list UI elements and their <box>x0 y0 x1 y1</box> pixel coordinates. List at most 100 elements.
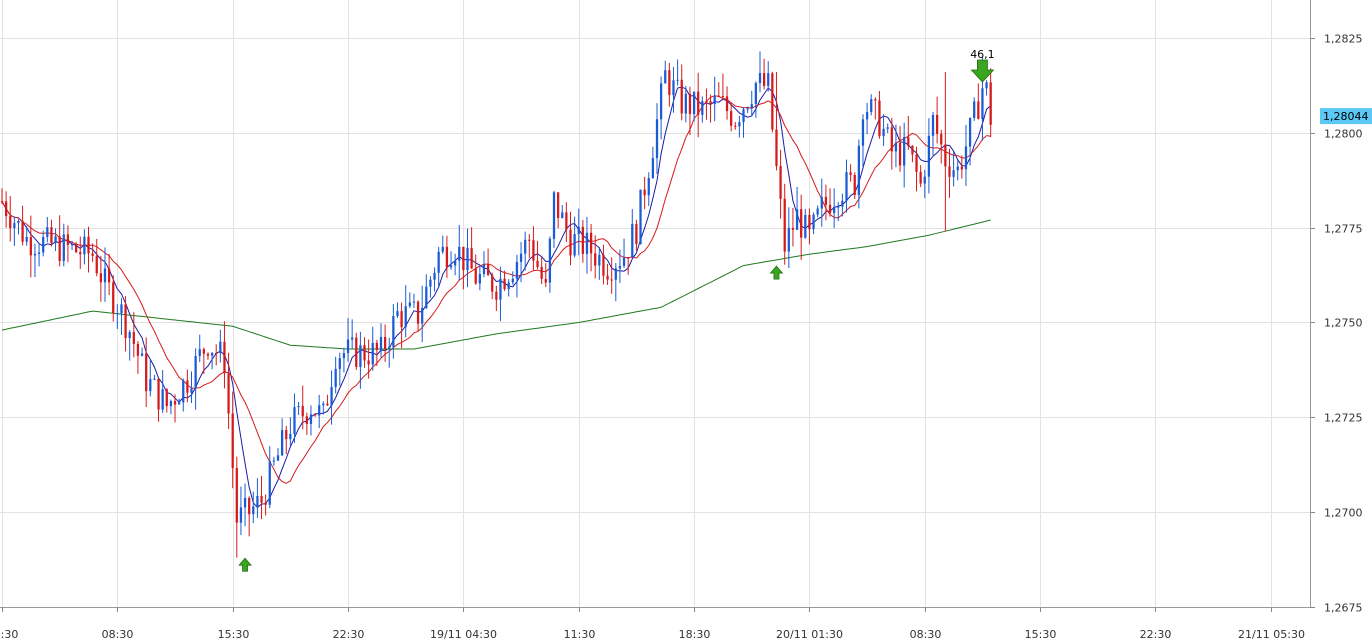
candle-body <box>503 278 506 290</box>
x-tick-label: 19/11 04:30 <box>430 628 497 641</box>
x-tick-label: 15:30 <box>218 628 250 641</box>
candle-body <box>894 142 898 152</box>
arrow-up-shape <box>769 265 784 280</box>
candle-body <box>54 236 57 244</box>
candle-body <box>643 189 646 196</box>
candle-body <box>771 73 774 130</box>
candle-body <box>412 301 416 303</box>
candle-body <box>499 278 502 300</box>
candle-body <box>260 496 263 503</box>
candle-body <box>647 178 650 196</box>
candle-body <box>713 95 716 105</box>
candle-body <box>178 402 181 405</box>
candle-body <box>379 337 383 350</box>
candle-body <box>911 145 914 155</box>
candle-body <box>651 158 655 179</box>
candle-body <box>231 413 234 469</box>
candle-body <box>388 346 391 349</box>
candle-body <box>470 247 473 269</box>
candle-body <box>66 234 70 245</box>
candle-body <box>742 109 745 123</box>
candle-body <box>886 127 889 129</box>
candle-body <box>804 214 807 238</box>
candle-body <box>95 255 98 274</box>
candle-body <box>313 414 317 416</box>
candle-body <box>37 252 41 254</box>
candle-body <box>215 352 218 354</box>
candle-body <box>734 125 737 127</box>
candle-body <box>210 352 214 356</box>
candle-body <box>342 353 346 359</box>
x-tick-label: 22:30 <box>333 628 365 641</box>
candle-body <box>243 497 247 508</box>
x-tick-label: 22:30 <box>1140 628 1172 641</box>
candle-body <box>256 496 259 507</box>
candle-body <box>519 253 523 262</box>
candle-body <box>482 264 486 275</box>
candle-body <box>915 154 918 172</box>
candle-body <box>268 461 271 505</box>
candle-body <box>618 265 622 269</box>
candle-body <box>964 146 968 170</box>
candle-body <box>392 316 395 347</box>
candle-body <box>322 403 325 406</box>
candle-body <box>940 133 943 145</box>
candle-body <box>297 406 300 408</box>
candle-body <box>186 380 189 393</box>
candle-body <box>445 246 449 268</box>
candle-body <box>791 227 795 230</box>
candle-body <box>466 247 469 271</box>
candle-body <box>816 208 819 215</box>
candle-body <box>705 101 708 103</box>
candle-body <box>429 279 432 287</box>
signal-label: 46,1 <box>970 48 995 61</box>
candle-body <box>709 101 712 105</box>
candle-body <box>359 345 362 367</box>
current-price-tag: 1,28044 <box>1320 108 1372 125</box>
candle-body <box>21 220 24 242</box>
candle-body <box>907 137 910 146</box>
candle-body <box>478 274 481 284</box>
candle-body <box>544 278 547 283</box>
candle-body <box>973 101 976 119</box>
candle-body <box>515 261 519 279</box>
candle-body <box>235 468 238 523</box>
candle-body <box>112 282 115 314</box>
candle-body <box>948 166 951 177</box>
y-tick-label: 1,2725 <box>1324 412 1363 425</box>
grid <box>0 0 1310 608</box>
candle-body <box>849 172 852 175</box>
candle-body <box>433 272 436 280</box>
candle-body <box>326 403 329 406</box>
candle-body <box>602 254 605 276</box>
candle-body <box>157 378 160 410</box>
arrow-up-shape <box>238 557 252 572</box>
candle-body <box>293 407 296 435</box>
candle-body <box>50 227 53 244</box>
candle-body <box>99 273 103 283</box>
candle-body <box>853 174 856 195</box>
candle-body <box>46 227 49 237</box>
candle-body <box>400 311 403 328</box>
candle-body <box>136 343 140 356</box>
candle-body <box>165 389 168 407</box>
candle-body <box>396 311 399 317</box>
candle-body <box>161 389 164 410</box>
candle-body <box>841 200 844 207</box>
candle-body <box>351 337 354 340</box>
candle-body <box>318 405 321 416</box>
candle-body <box>223 341 226 374</box>
candle-body <box>202 349 205 354</box>
x-tick-label: 21/11 05:30 <box>1238 628 1305 641</box>
candle-body <box>795 209 799 230</box>
plot-background <box>0 0 1310 607</box>
candle-body <box>903 137 906 166</box>
candle-body <box>890 127 893 152</box>
candle-body <box>767 73 770 86</box>
candle-body <box>845 172 848 201</box>
candle-body <box>124 304 127 339</box>
candle-body <box>927 135 931 177</box>
annotations: 46,1 <box>238 48 995 572</box>
candle-body <box>276 455 280 461</box>
